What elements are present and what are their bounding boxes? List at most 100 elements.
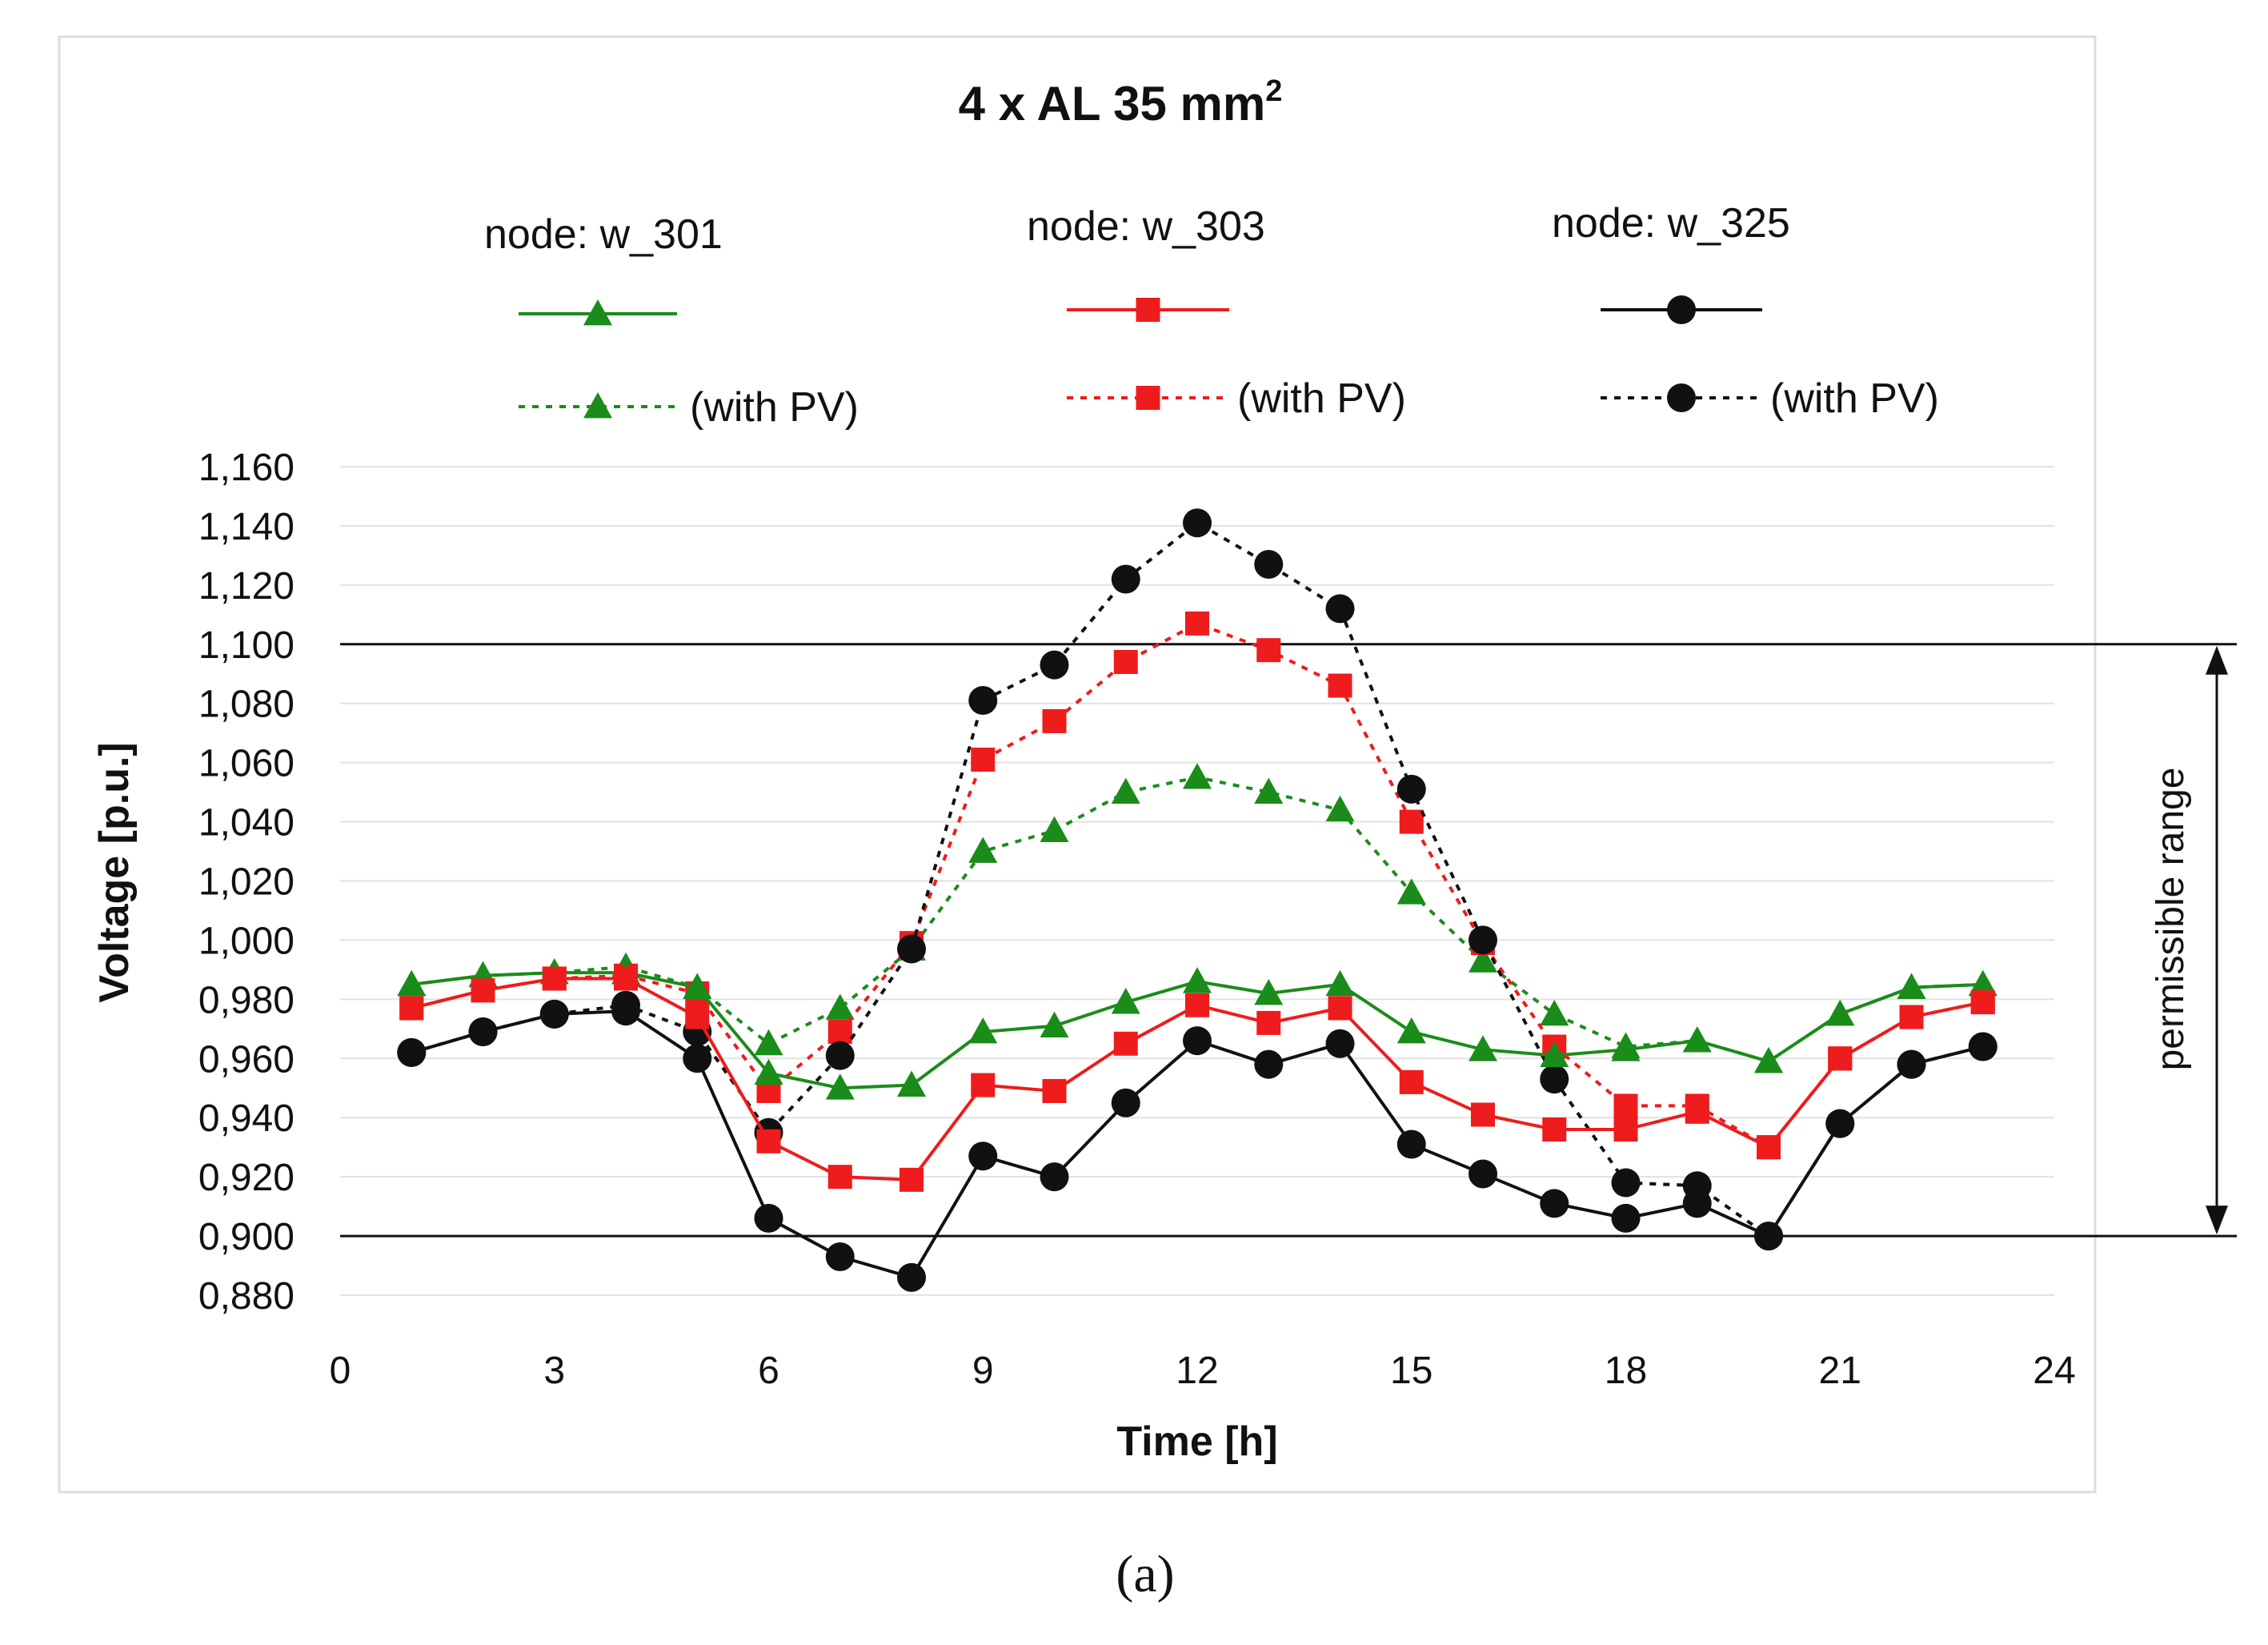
data-point xyxy=(1183,508,1212,538)
data-point xyxy=(825,1041,855,1070)
x-tick-label: 15 xyxy=(1390,1350,1433,1392)
data-point xyxy=(1471,1102,1495,1127)
data-point xyxy=(1899,1005,1924,1029)
legend-with-pv-label: (with PV) xyxy=(1237,375,1406,422)
range-arrow-head-bottom xyxy=(2206,1206,2228,1235)
data-point xyxy=(1254,978,1284,1005)
data-point xyxy=(1897,1049,1926,1079)
data-point xyxy=(1968,1032,1998,1061)
range-annotation: permissible range xyxy=(2150,768,2192,1071)
data-point xyxy=(1113,1031,1138,1056)
data-point xyxy=(1325,1029,1355,1058)
data-point xyxy=(1111,777,1140,804)
legend-marker xyxy=(583,299,612,326)
data-point xyxy=(897,934,926,964)
legend-marker xyxy=(583,392,612,419)
range-arrow-head-top xyxy=(2206,645,2228,675)
y-tick-label: 1,140 xyxy=(198,506,295,548)
series-3 xyxy=(399,966,1995,1192)
data-point xyxy=(1042,1078,1067,1103)
data-point xyxy=(971,747,996,772)
x-tick-label: 18 xyxy=(1605,1350,1647,1392)
data-point xyxy=(1113,649,1138,674)
data-point xyxy=(1540,1065,1569,1094)
data-point xyxy=(1540,1189,1569,1218)
data-point xyxy=(1040,1011,1069,1038)
data-point xyxy=(611,997,640,1026)
y-tick-label: 1,080 xyxy=(198,684,295,726)
x-tick-label: 6 xyxy=(758,1350,779,1392)
data-point xyxy=(468,1017,498,1047)
data-point xyxy=(1256,638,1281,663)
data-point xyxy=(1256,1010,1281,1035)
data-point xyxy=(968,837,998,863)
data-point xyxy=(1542,1117,1567,1141)
data-point xyxy=(1970,990,1995,1015)
data-point xyxy=(897,1070,926,1097)
data-point xyxy=(756,1129,781,1154)
data-point xyxy=(1396,878,1426,905)
data-point xyxy=(754,1029,783,1056)
chart-title-superscript: 2 xyxy=(1265,74,1282,108)
data-point xyxy=(1254,549,1284,579)
data-point xyxy=(1185,993,1209,1017)
legend-with-pv-label: (with PV) xyxy=(1770,375,1939,422)
data-point xyxy=(1111,988,1140,1014)
data-point xyxy=(1469,925,1497,955)
data-point xyxy=(1611,1035,1641,1061)
legend-marker xyxy=(1667,383,1696,412)
data-point xyxy=(539,999,569,1029)
data-point xyxy=(754,1058,783,1085)
data-point xyxy=(1183,1026,1212,1056)
data-point xyxy=(968,1141,998,1171)
data-point xyxy=(542,966,567,991)
data-point xyxy=(683,973,712,999)
data-point xyxy=(897,1262,926,1292)
series-line xyxy=(411,621,1984,1149)
data-point xyxy=(1613,1117,1638,1141)
data-point xyxy=(1611,1203,1641,1233)
x-tick-label: 12 xyxy=(1176,1350,1218,1392)
data-point xyxy=(1613,1093,1638,1118)
data-point xyxy=(825,993,855,1020)
data-point xyxy=(1183,967,1212,993)
data-point xyxy=(1825,1109,1855,1138)
data-point xyxy=(1328,673,1352,698)
x-tick-label: 9 xyxy=(972,1350,994,1392)
x-tick-label: 0 xyxy=(330,1350,351,1392)
data-point xyxy=(1254,777,1284,804)
y-tick-label: 1,020 xyxy=(198,861,295,904)
data-point xyxy=(1111,1088,1140,1117)
data-point xyxy=(1040,816,1069,843)
figure-caption: (a) xyxy=(1116,1545,1174,1603)
x-tick-label: 3 xyxy=(543,1350,565,1392)
data-point xyxy=(968,1017,998,1044)
data-point xyxy=(397,969,427,997)
data-point xyxy=(1185,611,1209,636)
data-point xyxy=(827,1165,852,1190)
y-tick-label: 0,940 xyxy=(198,1097,295,1140)
data-point xyxy=(1540,1041,1569,1067)
data-point xyxy=(1325,594,1355,624)
y-tick-label: 1,060 xyxy=(198,743,295,785)
chart-title-main: 4 x AL 35 mm xyxy=(959,77,1266,130)
data-point xyxy=(614,966,638,991)
data-point xyxy=(1754,1222,1783,1251)
data-point xyxy=(1254,1049,1284,1079)
series-5 xyxy=(397,997,1998,1292)
data-point xyxy=(685,1005,710,1029)
data-point xyxy=(1469,946,1497,973)
chart-title: 4 x AL 35 mm2 xyxy=(959,74,1283,130)
data-point xyxy=(399,996,424,1021)
limit-lines xyxy=(340,643,2237,1238)
series-layer xyxy=(397,508,1998,1292)
data-point xyxy=(1396,1017,1426,1044)
y-tick-label: 0,960 xyxy=(198,1038,295,1081)
data-point xyxy=(1040,1162,1069,1192)
data-point xyxy=(397,1037,427,1067)
data-point xyxy=(1111,564,1140,594)
y-tick-label: 0,880 xyxy=(198,1275,295,1318)
y-tick-label: 0,900 xyxy=(198,1216,295,1258)
data-point xyxy=(471,978,495,1003)
data-point xyxy=(827,1020,852,1045)
